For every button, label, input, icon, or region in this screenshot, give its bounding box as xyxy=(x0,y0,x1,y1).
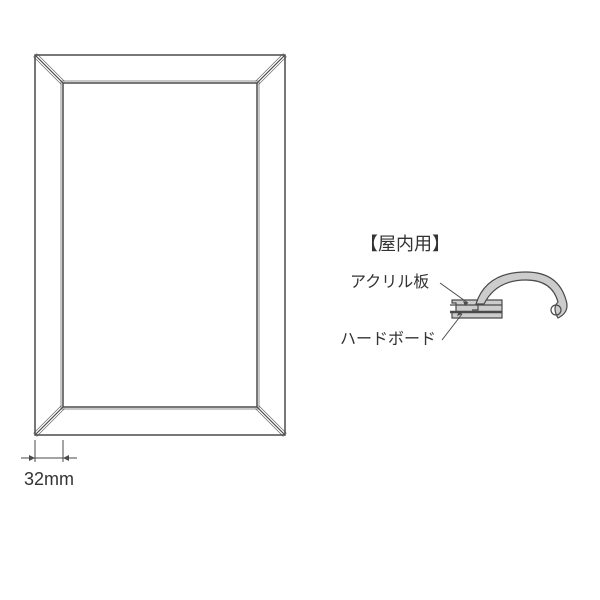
frame-inner xyxy=(63,83,257,407)
miter-line-offset xyxy=(255,409,283,437)
miter-line xyxy=(35,407,63,435)
frame-front-view xyxy=(33,53,286,436)
label-hardboard: ハードボード xyxy=(340,330,436,348)
frame-inner-bevel xyxy=(61,81,259,409)
miter-line-offset xyxy=(259,405,287,433)
miter-line-offset xyxy=(33,405,61,433)
cross-section: 【屋内用】アクリル板ハードボード xyxy=(340,234,567,348)
miter-line-offset xyxy=(37,409,65,437)
dim-arrow xyxy=(29,455,35,461)
miter-line-offset xyxy=(255,53,283,81)
dimension-frame-width: 32mm xyxy=(21,440,77,489)
miter-line-offset xyxy=(259,57,287,85)
miter-line-offset xyxy=(33,57,61,85)
miter-line xyxy=(257,55,285,83)
miter-line xyxy=(35,55,63,83)
label-acrylic: アクリル板 xyxy=(350,273,429,291)
frame-outer xyxy=(35,55,285,435)
miter-line xyxy=(257,407,285,435)
cross-section-title: 【屋内用】 xyxy=(360,234,450,254)
dim-arrow xyxy=(63,455,69,461)
miter-line-offset xyxy=(37,53,65,81)
dimension-label: 32mm xyxy=(24,469,74,489)
